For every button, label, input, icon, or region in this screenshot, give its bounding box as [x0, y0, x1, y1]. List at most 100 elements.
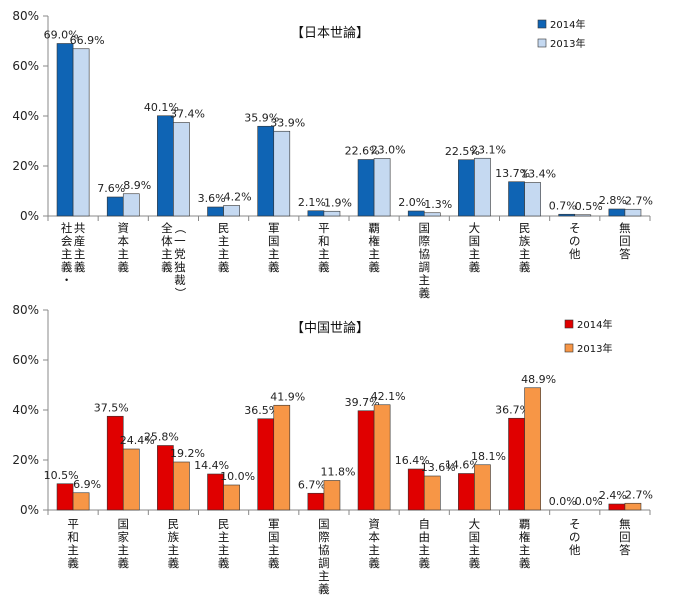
bar-0-1-8	[474, 157, 491, 217]
bar-0-0-0	[56, 43, 74, 217]
bar-1-0-5	[307, 492, 325, 511]
category-label-0-6-0-2: 主	[368, 247, 380, 261]
category-label-0-7-0-1: 際	[419, 234, 431, 248]
chart-title-1: 【中国世論】	[291, 320, 369, 336]
data-label-0-0-2: 40.1%	[144, 101, 179, 114]
category-label-1-8-0-1: 国	[469, 530, 481, 544]
data-label-0-0-1: 7.6%	[97, 182, 125, 195]
category-label-0-1-0-1: 本	[118, 234, 130, 248]
bar-1-0-1	[106, 415, 124, 511]
category-label-0-5-0-0: 平	[318, 221, 330, 235]
category-label-1-10-0-1: の	[569, 530, 581, 544]
bar-1-1-9	[524, 387, 541, 511]
bar-1-0-8	[458, 473, 475, 511]
data-label-0-0-6: 22.6%	[345, 145, 380, 158]
category-label-0-2-1-4: 裁	[174, 273, 186, 287]
category-label-0-2-0-3: 義	[161, 260, 173, 274]
category-label-1-1-0-3: 義	[118, 556, 130, 570]
data-label-1-1-1: 24.4%	[120, 434, 155, 447]
data-label-0-0-7: 2.0%	[398, 196, 426, 209]
category-label-0-7-0-5: 義	[419, 286, 431, 300]
y-tick-label-0-2: 40%	[12, 109, 39, 123]
data-label-1-0-10: 0.0%	[549, 495, 577, 508]
bar-1-0-7	[407, 468, 425, 511]
category-label-1-6-0-2: 主	[368, 543, 380, 557]
data-label-1-0-0: 10.5%	[44, 469, 79, 482]
data-label-1-1-10: 0.0%	[575, 495, 603, 508]
data-label-1-0-6: 39.7%	[345, 396, 380, 409]
category-label-0-2-0-0: 全	[161, 221, 173, 235]
category-label-0-7-0-2: 協	[419, 247, 431, 261]
category-label-0-6-0-0: 覇	[368, 221, 380, 235]
data-label-0-1-2: 37.4%	[170, 108, 205, 121]
category-label-0-1-0-0: 資	[118, 221, 130, 235]
category-label-0-5-0-2: 主	[318, 247, 330, 261]
data-label-0-1-1: 8.9%	[123, 179, 151, 192]
category-label-1-5-0-1: 際	[318, 530, 330, 544]
category-label-1-10-0-2: 他	[569, 543, 581, 557]
data-label-0-1-11: 2.7%	[625, 194, 653, 207]
legend-swatch-0-1	[537, 38, 547, 48]
data-label-0-0-0: 69.0%	[44, 29, 79, 42]
category-label-0-0-0-2: 主	[61, 247, 73, 261]
category-label-1-2-0-3: 義	[168, 556, 180, 570]
data-label-0-1-6: 23.0%	[371, 144, 406, 157]
data-label-1-0-4: 36.5%	[244, 404, 279, 417]
category-label-0-2-1-5: ）	[173, 287, 187, 299]
data-label-1-1-3: 10.0%	[220, 470, 255, 483]
data-label-1-0-1: 37.5%	[94, 401, 129, 414]
category-label-1-0-0-0: 平	[67, 517, 79, 531]
category-label-0-4-0-2: 主	[268, 247, 280, 261]
data-label-0-1-9: 13.4%	[521, 168, 556, 181]
data-label-0-1-5: 1.9%	[324, 196, 352, 209]
chart-title-0: 【日本世論】	[291, 25, 369, 41]
y-tick-label-1-4: 80%	[12, 303, 39, 317]
bar-1-1-1	[122, 448, 140, 511]
legend-label-0-0: 2014年	[550, 18, 585, 31]
category-label-1-11-0-2: 答	[619, 543, 631, 557]
data-label-1-1-7: 13.6%	[421, 461, 456, 474]
category-label-0-9-0-0: 民	[519, 221, 531, 235]
category-label-0-2-0-1: 体	[161, 234, 173, 248]
category-label-0-6-0-3: 義	[368, 260, 380, 274]
data-label-0-0-4: 35.9%	[244, 111, 279, 124]
data-label-0-0-10: 0.7%	[549, 199, 577, 212]
category-label-0-4-0-0: 軍	[268, 221, 280, 235]
data-label-1-0-7: 16.4%	[395, 454, 430, 467]
category-label-0-0-0-3: 義	[61, 260, 73, 274]
bar-1-1-8	[474, 464, 491, 511]
category-label-0-3-0-3: 義	[218, 260, 230, 274]
category-label-0-8-0-2: 主	[469, 247, 481, 261]
bar-0-1-2	[173, 122, 190, 217]
category-label-0-5-0-1: 和	[318, 234, 330, 248]
data-label-1-1-0: 6.9%	[73, 478, 101, 491]
category-label-0-9-0-2: 主	[519, 247, 531, 261]
legend-label-1-1: 2013年	[577, 342, 612, 355]
bar-0-1-5	[323, 210, 341, 217]
y-tick-label-0-0: 0%	[20, 209, 39, 223]
legend-swatch-0-0	[537, 19, 547, 29]
data-label-1-1-2: 19.2%	[170, 447, 205, 460]
y-tick-label-1-1: 20%	[12, 453, 39, 467]
bar-1-1-3	[223, 484, 240, 511]
category-label-1-5-0-5: 義	[318, 582, 330, 596]
bar-0-1-0	[72, 48, 90, 217]
category-label-0-11-0-1: 回	[619, 234, 631, 248]
y-tick-label-0-3: 60%	[12, 59, 39, 73]
bar-0-1-7	[423, 212, 441, 217]
category-label-1-11-0-1: 回	[619, 530, 631, 544]
category-label-0-8-0-1: 国	[469, 234, 481, 248]
bar-0-0-9	[508, 181, 525, 217]
category-label-1-2-0-1: 族	[168, 530, 180, 544]
legend-label-0-1: 2013年	[550, 37, 585, 50]
category-label-1-7-0-2: 主	[419, 543, 431, 557]
category-label-0-6-0-1: 権	[368, 234, 380, 248]
category-label-0-1-0-2: 主	[118, 247, 130, 261]
category-label-1-2-0-2: 主	[168, 543, 180, 557]
bar-1-0-4	[257, 418, 275, 511]
category-label-0-0-0-4: ・	[61, 273, 73, 287]
data-label-1-0-5: 6.7%	[298, 478, 326, 491]
data-label-0-1-3: 4.2%	[224, 191, 252, 204]
data-label-1-1-4: 41.9%	[270, 390, 305, 403]
